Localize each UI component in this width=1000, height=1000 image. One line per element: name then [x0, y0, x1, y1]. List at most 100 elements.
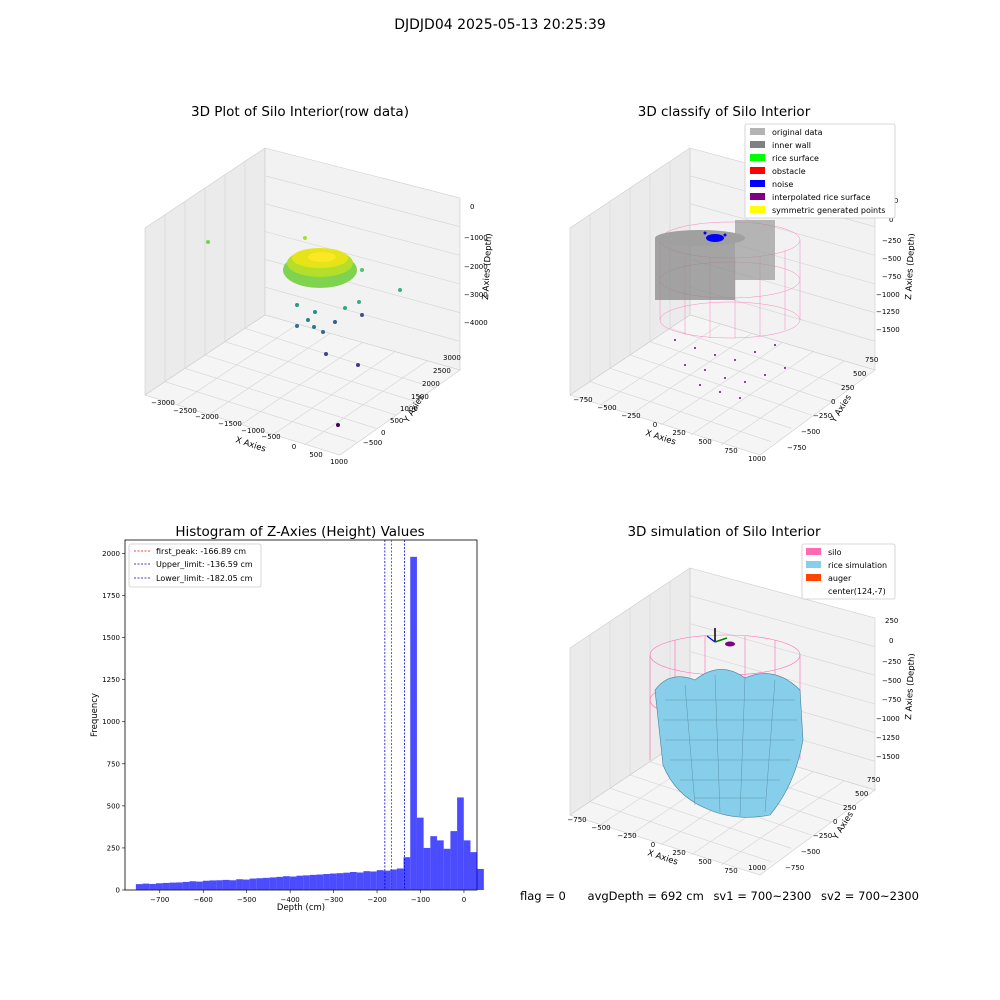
x-tick-label: −100	[411, 896, 430, 904]
svg-text:1000: 1000	[748, 455, 766, 463]
svg-text:0: 0	[292, 443, 296, 451]
histogram-bar	[410, 556, 417, 890]
svg-text:−1250: −1250	[876, 734, 900, 742]
svg-text:750: 750	[867, 776, 880, 784]
svg-text:0: 0	[889, 216, 893, 224]
histogram-bar	[196, 881, 203, 890]
histogram-bars	[135, 556, 484, 890]
histogram-y-label: Frequency	[90, 693, 100, 737]
svg-text:0: 0	[653, 421, 657, 429]
histogram-bar	[336, 873, 344, 890]
svg-text:−250: −250	[621, 412, 640, 420]
svg-text:500: 500	[698, 438, 711, 446]
legend-label-rice-surface: rice surface	[772, 154, 819, 163]
svg-text:250: 250	[843, 804, 856, 812]
histogram-bar	[437, 840, 444, 890]
legend-label-rice-simulation: rice simulation	[828, 561, 887, 570]
histogram-bar	[457, 797, 464, 890]
raw-grid	[164, 161, 461, 446]
histogram-plot-area	[124, 539, 478, 891]
svg-text:−750: −750	[882, 696, 901, 704]
histogram-bar	[229, 880, 237, 890]
legend-swatch-symmetric	[750, 206, 765, 213]
histogram-bar	[390, 869, 397, 890]
svg-text:0: 0	[470, 203, 474, 211]
legend-swatch-original-data	[750, 128, 765, 135]
svg-text:−500: −500	[882, 677, 901, 685]
histogram-bar	[343, 872, 351, 890]
legend-label-obstacle: obstacle	[772, 167, 806, 176]
svg-text:−1000: −1000	[876, 291, 900, 299]
svg-text:1000: 1000	[330, 458, 348, 466]
histogram-bar	[249, 878, 257, 890]
x-tick-label: 0	[462, 896, 466, 904]
y-tick-label: 2000	[102, 550, 120, 558]
histogram-bar	[350, 871, 357, 890]
histogram-bar	[256, 878, 264, 890]
svg-text:1500: 1500	[411, 393, 429, 401]
histogram-bar	[309, 874, 317, 890]
legend-label-center: center(124,-7)	[828, 587, 886, 596]
svg-text:500: 500	[390, 417, 403, 425]
histogram-bar	[236, 879, 243, 890]
svg-text:−250: −250	[813, 412, 832, 420]
status-footer: flag = 0 avgDepth = 692 cm sv1 = 700~230…	[520, 889, 937, 903]
histogram-y-ticks: 0 250 500 750 1000 1250 1500 1750 2000	[102, 550, 125, 895]
histogram-bar	[242, 879, 250, 890]
raw-scatter-points	[206, 236, 402, 427]
svg-text:−750: −750	[567, 816, 586, 824]
svg-text:500: 500	[698, 858, 711, 866]
legend-label-silo: silo	[828, 548, 842, 557]
y-tick-label: 1250	[102, 676, 120, 684]
histogram-x-ticks: −700 −600 −500 −400 −300 −200 −100 0	[150, 890, 466, 904]
svg-text:−1500: −1500	[218, 420, 242, 428]
svg-text:250: 250	[841, 384, 854, 392]
classify-noise-points	[703, 231, 727, 242]
svg-text:−500: −500	[597, 404, 616, 412]
y-tick-label: 1750	[102, 592, 120, 600]
x-tick-label: −700	[150, 896, 169, 904]
classify-interpolated-points	[674, 339, 786, 399]
histogram-bar	[189, 881, 197, 890]
legend-swatch-silo	[806, 548, 821, 555]
classify-plot-title: 3D classify of Silo Interior	[637, 104, 811, 120]
svg-text:−1500: −1500	[876, 753, 900, 761]
raw-x-ticks: −3000 −2500 −2000 −1500 −1000 −500 0 500…	[151, 399, 348, 466]
svg-text:−2000: −2000	[464, 263, 488, 271]
legend-label-upper-limit: Upper_limit: -136.59 cm	[156, 560, 253, 569]
histogram-bar	[396, 868, 404, 890]
svg-text:2000: 2000	[422, 380, 440, 388]
histogram-bar	[423, 847, 431, 890]
svg-text:−1500: −1500	[876, 326, 900, 334]
histogram-bar	[430, 836, 438, 890]
histogram-bar	[176, 882, 183, 890]
y-tick-label: 500	[107, 802, 120, 810]
svg-text:−500: −500	[261, 433, 280, 441]
legend-label-symmetric: symmetric generated points	[772, 206, 885, 215]
legend-swatch-auger	[806, 574, 821, 581]
legend-swatch-obstacle	[750, 167, 765, 174]
svg-text:−750: −750	[882, 273, 901, 281]
y-tick-label: 0	[116, 887, 120, 895]
legend-swatch-interpolated	[750, 193, 765, 200]
legend-label-original-data: original data	[772, 128, 823, 137]
legend-label-lower-limit: Lower_limit: -182.05 cm	[156, 574, 253, 583]
histogram-title: Histogram of Z-Axies (Height) Values	[175, 524, 425, 540]
svg-text:1000: 1000	[400, 405, 418, 413]
histogram-bar	[276, 876, 284, 890]
classify-3d-plot: −750 −500 −250 0 250 500 750 1000 −750 −…	[569, 123, 915, 463]
simulation-z-label: Z Axies (Depth)	[904, 653, 915, 720]
raw-y-ticks: −500 0 500 1000 1500 2000 2500 3000	[363, 354, 461, 447]
simulation-z-ticks: 250 0 −250 −500 −750 −1000 −1250 −1500	[876, 617, 901, 761]
y-tick-label: 250	[107, 844, 120, 852]
histogram-bar	[477, 868, 484, 890]
histogram-x-label: Depth (cm)	[277, 903, 325, 913]
avg-depth-text: avgDepth = 692 cm	[587, 889, 704, 903]
histogram-bar	[370, 871, 377, 890]
legend-label-interpolated: interpolated rice surface	[772, 193, 870, 202]
histogram-legend: first_peak: -166.89 cm Upper_limit: -136…	[128, 543, 262, 588]
svg-text:−1000: −1000	[464, 234, 488, 242]
classify-inner-wall	[655, 220, 775, 300]
histogram-bar	[263, 877, 270, 890]
svg-text:−250: −250	[882, 658, 901, 666]
